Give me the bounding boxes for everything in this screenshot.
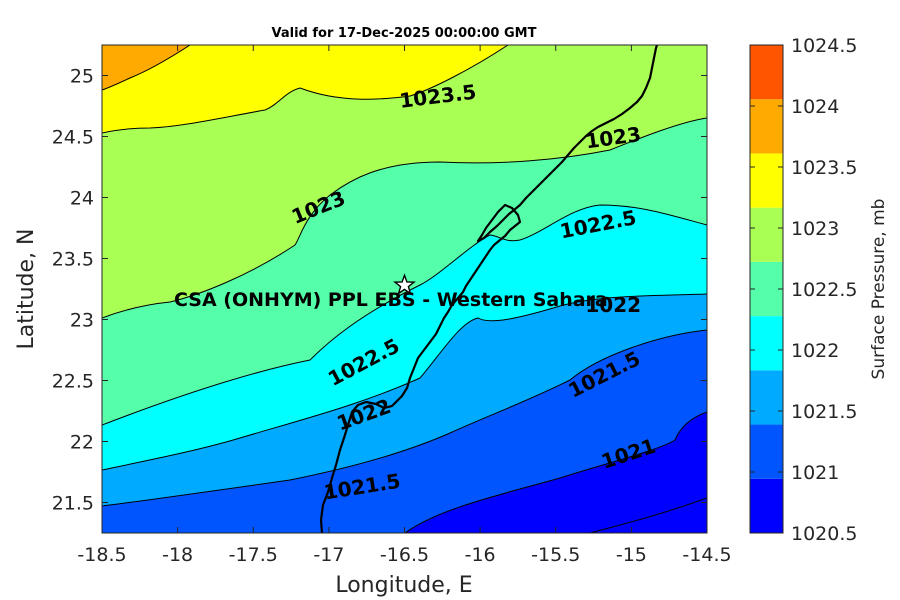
y-axis: 21.5 22 22.5 23 23.5 24 24.5 25 (52, 66, 707, 515)
x-tick-label: -18 (162, 544, 193, 566)
x-axis-label: Longitude, E (335, 573, 472, 598)
y-tick-label: 25 (70, 66, 94, 88)
colorbar-swatch (750, 153, 783, 208)
colorbar-tick-label: 1021.5 (791, 401, 857, 423)
colorbar-tick-label: 1022.5 (791, 279, 857, 301)
x-axis: -18.5 -18 -17.5 -17 -16.5 -16 -15.5 -15 -14.5 (77, 45, 732, 566)
y-tick-label: 22.5 (52, 371, 94, 393)
colorbar-tick-label: 1021 (791, 462, 839, 484)
y-tick-label: 24.5 (52, 127, 94, 149)
colorbar-swatch (750, 261, 783, 317)
colorbar-tick-label: 1023 (791, 218, 839, 240)
band-1023 (102, 45, 707, 318)
x-tick-label: -16.5 (380, 544, 429, 566)
colorbar-tick-label: 1022 (791, 340, 839, 362)
site-star-icon (393, 273, 416, 296)
y-tick-label: 23 (70, 310, 94, 332)
band-1023-5 (102, 45, 508, 133)
colorbar-tick-label: 1024 (791, 96, 839, 118)
x-tick-label: -16 (465, 544, 496, 566)
coastline (319, 45, 659, 533)
y-tick-label: 24 (70, 188, 94, 210)
colorbar-tick-label: 1024.5 (791, 35, 857, 57)
colorbar-label: Surface Pressure, mb (869, 199, 889, 380)
colorbar-tick-label: 1023.5 (791, 157, 857, 179)
contour-label: 1022 (585, 293, 641, 317)
x-tick-label: -14.5 (682, 544, 731, 566)
x-tick-label: -15.5 (531, 544, 580, 566)
y-axis-label: Latitude, N (14, 229, 39, 350)
x-tick-label: -15 (616, 544, 647, 566)
colorbar-swatch (750, 424, 783, 479)
colorbar-swatch (750, 45, 783, 100)
colorbar-swatch (750, 316, 783, 371)
y-tick-label: 21.5 (52, 493, 94, 515)
colorbar-tick-label: 1020.5 (791, 523, 857, 545)
x-tick-label: -17.5 (229, 544, 278, 566)
colorbar-swatch (750, 478, 783, 533)
colorbar-swatch (750, 99, 783, 154)
contour-lines (102, 45, 707, 533)
y-tick-label: 22 (70, 432, 94, 454)
colorbar: 1020.5 1021 1021.5 1022 1022.5 1023 1023.5 1024… (749, 35, 857, 545)
site-label: CSA (ONHYM) PPL EBS - Western Sahara (174, 289, 608, 311)
band-1024 (102, 45, 190, 90)
colorbar-swatch (750, 370, 783, 425)
colorbar-swatch (750, 207, 783, 262)
y-tick-label: 23.5 (52, 249, 94, 271)
x-tick-label: -18.5 (77, 544, 126, 566)
x-tick-label: -17 (313, 544, 344, 566)
plot-title: Valid for 17-Dec-2025 00:00:00 GMT (272, 26, 537, 41)
